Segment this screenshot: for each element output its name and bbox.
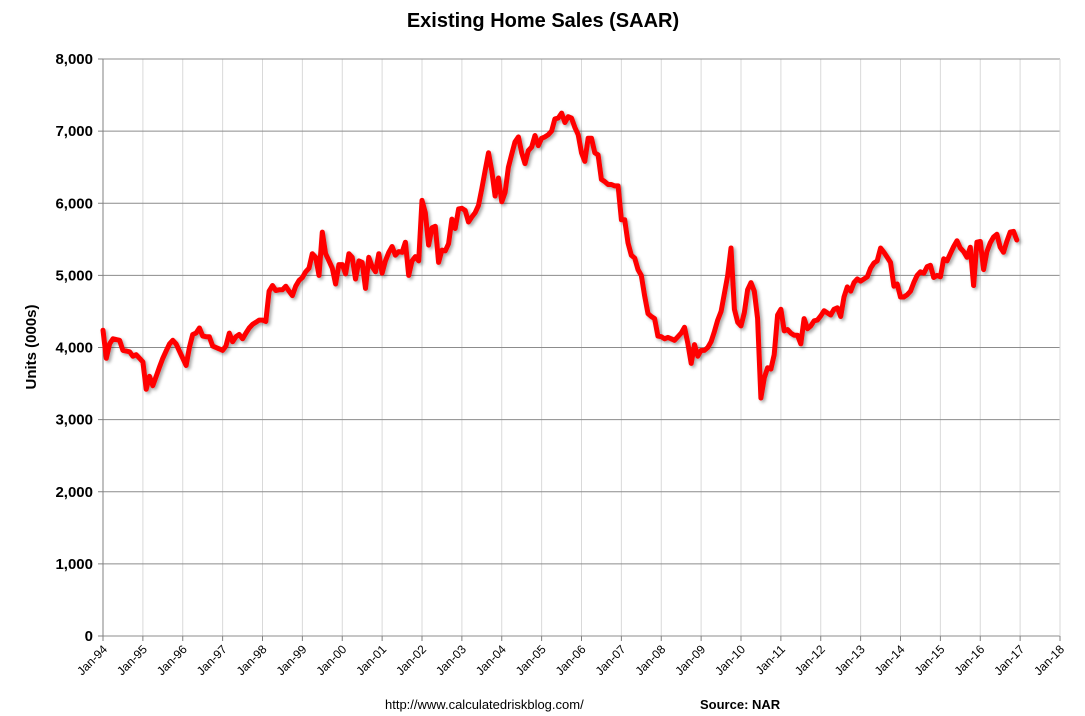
y-tick-label: 7,000 (55, 123, 93, 140)
x-tick-label: Jan-12 (792, 642, 828, 678)
x-tick-label: Jan-94 (74, 642, 110, 678)
x-tick-label: Jan-08 (633, 642, 669, 678)
x-tick-label: Jan-01 (353, 642, 389, 678)
x-tick-label: Jan-15 (912, 642, 948, 678)
x-tick-label: Jan-00 (314, 642, 350, 678)
source-label: Source: NAR (700, 697, 781, 712)
x-tick-label: Jan-18 (1031, 642, 1067, 678)
x-tick-label: Jan-16 (952, 642, 988, 678)
series-existing-home-sales (100, 110, 1020, 401)
x-tick-label: Jan-07 (593, 642, 629, 678)
x-tick-label: Jan-03 (433, 642, 469, 678)
x-tick-label: Jan-05 (513, 642, 549, 678)
x-tick-label: Jan-96 (154, 642, 190, 678)
x-tick-label: Jan-98 (234, 642, 270, 678)
x-tick-label: Jan-95 (114, 642, 150, 678)
y-tick-label: 3,000 (55, 412, 93, 429)
x-tick-label: Jan-13 (832, 642, 868, 678)
y-tick-label: 6,000 (55, 195, 93, 212)
y-tick-label: 1,000 (55, 556, 93, 573)
y-tick-label: 0 (85, 628, 93, 645)
y-axis-label: Units (000s) (23, 304, 40, 389)
y-tick-label: 4,000 (55, 340, 93, 357)
x-tick-label: Jan-10 (712, 642, 748, 678)
y-tick-label: 2,000 (55, 484, 93, 501)
source-url: http://www.calculatedriskblog.com/ (385, 697, 584, 712)
x-tick-label: Jan-04 (473, 642, 509, 678)
chart-title: Existing Home Sales (SAAR) (407, 10, 679, 32)
x-tick-label: Jan-17 (991, 642, 1027, 678)
x-axis-ticks: Jan-94 Jan-95 Jan-96 Jan-97 Jan-98 Jan-99 Jan-… (74, 636, 1067, 678)
x-tick-label: Jan-97 (194, 642, 230, 678)
series-line (100, 110, 1020, 401)
y-tick-label: 8,000 (55, 51, 93, 68)
y-tick-label: 5,000 (55, 267, 93, 284)
x-tick-label: Jan-09 (672, 642, 708, 678)
x-tick-label: Jan-02 (393, 642, 429, 678)
x-tick-label: Jan-99 (274, 642, 310, 678)
x-tick-label: Jan-14 (872, 642, 908, 678)
y-axis-ticks: 0 1,000 2,000 3,000 4,000 5,000 6,000 7,000 8,00… (55, 51, 103, 645)
x-tick-label: Jan-06 (553, 642, 589, 678)
x-tick-label: Jan-11 (753, 642, 788, 677)
